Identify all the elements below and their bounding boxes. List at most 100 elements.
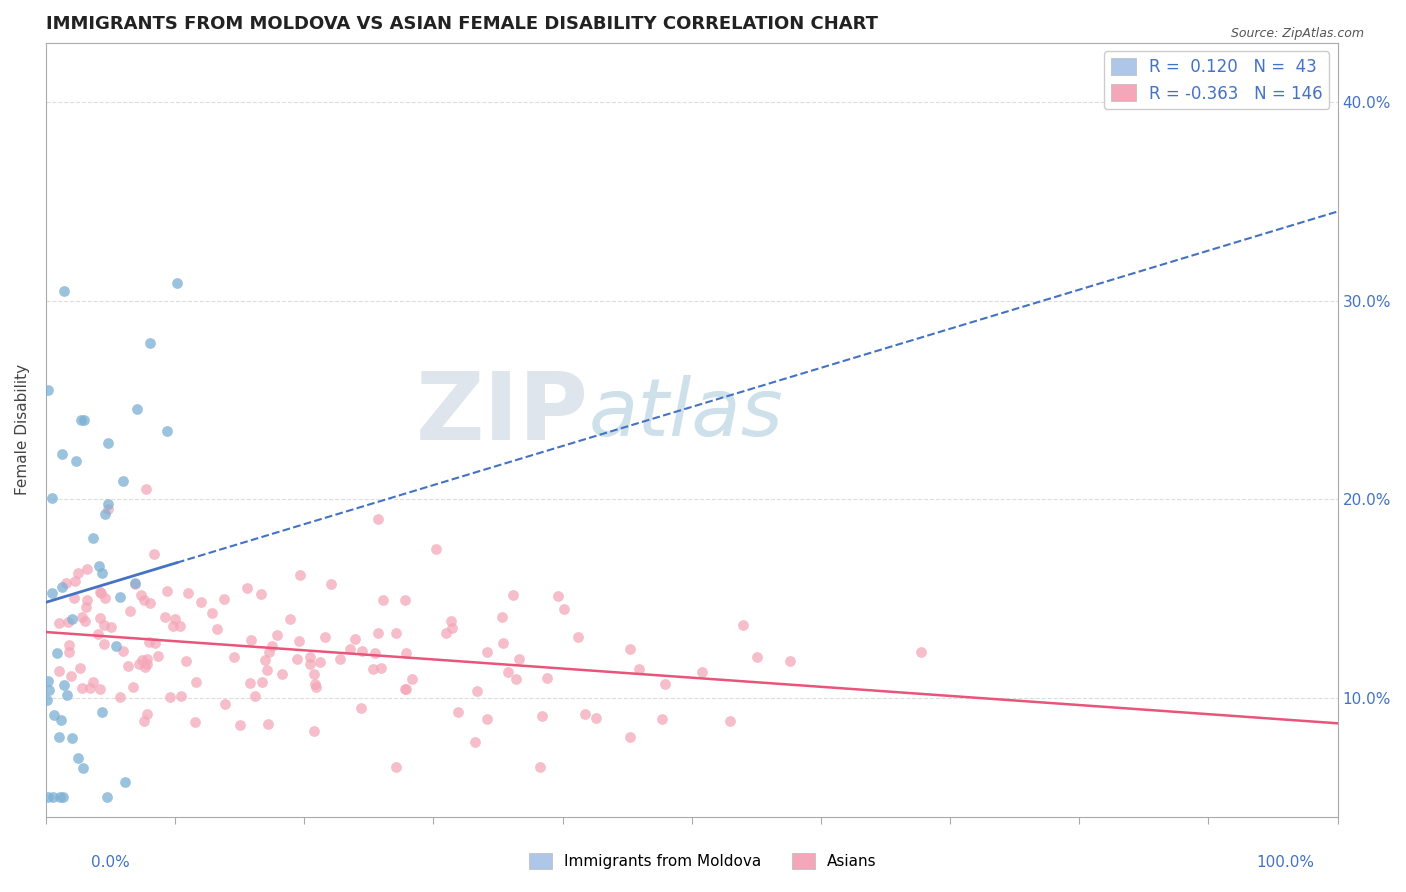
Point [492,636,515,650]
Point [63,591,86,605]
Point [65,574,87,589]
Point [288,633,311,648]
Point [58,645,80,659]
Point [285,651,308,665]
Point [139,336,162,351]
Point [59,669,82,683]
Point [75,600,97,615]
Point [51,447,73,461]
Point [153,610,176,624]
Point [465,684,488,698]
Point [163,612,186,626]
Point [134,714,156,728]
Point [56,615,79,629]
Point [201,606,224,620]
Point [41,491,63,505]
Point [41,586,63,600]
Point [308,655,330,669]
Point [60,612,83,626]
Point [547,589,569,603]
Text: Source: ZipAtlas.com: Source: ZipAtlas.com [1230,27,1364,40]
Point [90,705,112,719]
Y-axis label: Female Disability: Female Disability [15,364,30,495]
Point [363,646,385,660]
Point [112,474,135,488]
Point [49,714,72,728]
Point [52,789,75,804]
Point [87,559,110,574]
Point [177,586,200,600]
Point [574,706,596,721]
Point [97,497,120,511]
Point [205,622,228,636]
Point [136,707,159,722]
Point [49,789,72,804]
Point [93,618,115,632]
Point [145,636,167,650]
Point [155,424,177,438]
Point [508,652,530,666]
Point [496,665,519,680]
Point [305,680,328,694]
Point [222,650,245,665]
Point [67,751,90,765]
Point [491,610,513,624]
Legend: R =  0.120   N =  43, R = -0.363   N = 146: R = 0.120 N = 43, R = -0.363 N = 146 [1104,51,1329,109]
Point [367,512,389,526]
Point [266,628,288,642]
Point [96,789,118,804]
Point [299,657,322,672]
Point [166,276,188,290]
Point [73,413,96,427]
Point [529,760,551,774]
Point [89,611,111,625]
Point [42,789,65,804]
Point [60,731,83,745]
Point [585,711,607,725]
Point [745,649,768,664]
Point [89,585,111,599]
Point [100,620,122,634]
Point [42,707,65,722]
Point [627,662,650,676]
Point [127,402,149,417]
Point [139,596,162,610]
Point [352,644,374,658]
Point [56,689,79,703]
Point [136,657,159,671]
Point [48,616,70,631]
Text: IMMIGRANTS FROM MOLDOVA VS ASIAN FEMALE DISABILITY CORRELATION CHART: IMMIGRANTS FROM MOLDOVA VS ASIAN FEMALE … [46,15,877,33]
Point [37,693,59,707]
Point [236,582,259,596]
Point [536,671,558,685]
Point [128,657,150,671]
Point [124,576,146,591]
Point [910,645,932,659]
Point [278,612,301,626]
Point [361,662,384,676]
Point [343,632,366,646]
Point [270,666,292,681]
Point [76,561,98,575]
Point [367,625,389,640]
Point [779,655,801,669]
Point [731,618,754,632]
Point [143,547,166,561]
Point [239,633,262,648]
Point [97,502,120,516]
Point [395,681,418,696]
Point [38,683,60,698]
Point [567,631,589,645]
Point [104,640,127,654]
Point [82,531,104,545]
Point [37,383,59,397]
Point [254,653,277,667]
Point [53,678,76,692]
Point [108,690,131,704]
Point [464,735,486,749]
Text: ZIP: ZIP [416,368,589,460]
Point [257,716,280,731]
Point [239,675,262,690]
Point [370,661,392,675]
Point [384,625,406,640]
